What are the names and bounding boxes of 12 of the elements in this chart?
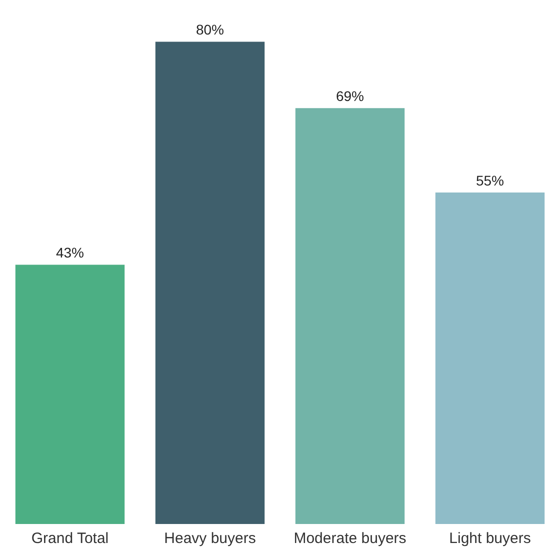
bar — [435, 192, 545, 524]
data-label: 69% — [336, 88, 364, 104]
bar — [155, 42, 265, 524]
x-tick-label: Light buyers — [449, 530, 531, 548]
data-label: 80% — [196, 22, 224, 38]
bar — [295, 108, 405, 524]
x-tick-label: Moderate buyers — [294, 530, 406, 548]
bar — [15, 264, 125, 524]
data-label: 43% — [56, 244, 84, 261]
x-tick-label: Grand Total — [31, 530, 109, 548]
data-label: 55% — [476, 172, 504, 188]
x-tick-label: Heavy buyers — [164, 530, 256, 548]
